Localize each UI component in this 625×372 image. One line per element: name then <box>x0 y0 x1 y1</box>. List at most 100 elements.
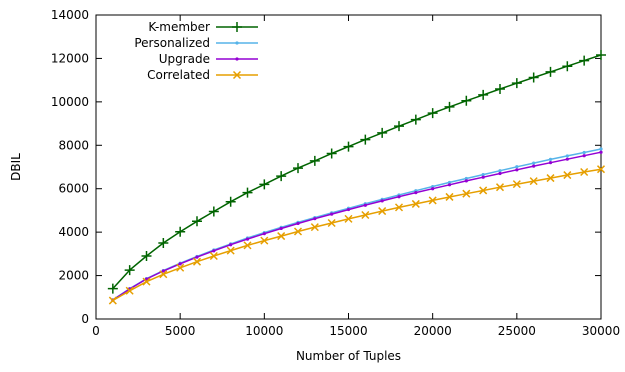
data-point <box>464 179 468 183</box>
x-tick-label: 15000 <box>329 324 367 338</box>
data-point <box>346 207 351 212</box>
y-tick-label: 12000 <box>51 51 89 65</box>
data-point <box>378 207 387 216</box>
x-tick-label: 10000 <box>245 324 283 338</box>
series-k-member <box>107 49 606 294</box>
data-point <box>563 171 572 180</box>
data-point <box>326 148 337 159</box>
legend-label: Correlated <box>147 68 210 82</box>
legend: K-member Personalized Upgrade Correlated <box>134 20 258 82</box>
data-point <box>596 165 606 174</box>
data-point <box>141 251 152 262</box>
data-point <box>410 114 421 125</box>
data-point <box>344 214 353 223</box>
data-point <box>445 192 454 201</box>
legend-marker <box>232 22 242 32</box>
data-point <box>582 154 586 158</box>
x-tick-label: 25000 <box>498 324 536 338</box>
x-tick-label: 20000 <box>414 324 452 338</box>
data-point <box>178 262 182 266</box>
legend-marker <box>232 70 242 80</box>
data-point <box>397 195 401 199</box>
data-point <box>161 269 165 273</box>
data-point <box>495 84 505 95</box>
data-point <box>245 237 250 241</box>
data-point <box>546 174 555 183</box>
data-point <box>176 263 185 272</box>
data-point <box>262 232 266 236</box>
data-point <box>209 251 218 261</box>
legend-label: K-member <box>148 20 210 34</box>
y-axis-title: DBIL <box>9 153 23 181</box>
data-point <box>444 101 455 112</box>
data-point <box>363 203 367 207</box>
data-point <box>515 165 519 169</box>
data-point <box>124 265 135 276</box>
data-point <box>175 226 186 237</box>
data-point <box>565 154 569 158</box>
data-point <box>461 95 472 106</box>
data-point <box>532 161 536 165</box>
data-point <box>414 191 418 195</box>
data-point <box>565 157 569 161</box>
y-tick-label: 4000 <box>58 225 89 239</box>
data-point <box>208 206 219 217</box>
data-point <box>580 167 589 177</box>
data-point <box>195 255 199 259</box>
data-point <box>159 270 168 279</box>
y-tick-label: 2000 <box>58 269 89 283</box>
x-axis-title: Number of Tuples <box>296 349 401 363</box>
data-point <box>495 183 505 192</box>
data-point <box>428 196 437 205</box>
data-point <box>447 183 452 187</box>
data-point <box>462 189 471 198</box>
data-point <box>512 180 521 189</box>
data-point <box>599 147 603 151</box>
data-point <box>479 186 488 195</box>
series-line <box>112 54 602 290</box>
x-tick-label: 0 <box>92 324 100 338</box>
data-point <box>310 223 319 232</box>
data-point <box>313 217 317 221</box>
data-point <box>481 175 485 179</box>
data-point <box>529 177 538 186</box>
x-tick-label: 30000 <box>582 324 620 338</box>
series-layer <box>107 49 606 305</box>
data-point <box>515 168 519 172</box>
data-point <box>192 216 202 227</box>
data-point <box>377 127 388 138</box>
data-point <box>343 141 354 152</box>
data-point <box>511 78 522 89</box>
data-point <box>380 199 384 203</box>
data-point <box>293 227 303 236</box>
data-point <box>427 108 438 119</box>
series-personalized <box>111 147 603 302</box>
data-point <box>279 226 283 231</box>
x-tick-label: 5000 <box>165 324 196 338</box>
data-point <box>579 55 590 66</box>
axis-ticks: 0 5000 10000 15000 20000 25000 30000 0 2000 4000 6… <box>51 8 620 338</box>
data-point <box>108 296 117 305</box>
data-point <box>330 212 334 216</box>
data-point <box>360 134 371 145</box>
data-point <box>528 72 539 83</box>
y-tick-label: 6000 <box>58 182 89 196</box>
data-point <box>293 163 303 174</box>
data-point <box>411 199 420 208</box>
data-point <box>464 176 468 181</box>
series-upgrade <box>111 150 603 302</box>
y-tick-label: 0 <box>81 312 89 326</box>
data-point <box>498 171 502 176</box>
series-line <box>112 148 602 301</box>
data-point <box>478 89 489 100</box>
data-point <box>225 196 236 207</box>
data-point <box>447 180 452 185</box>
data-point <box>596 49 606 60</box>
data-point <box>142 277 151 286</box>
data-point <box>125 286 134 295</box>
data-point <box>361 210 370 220</box>
y-tick-label: 10000 <box>51 95 89 109</box>
y-tick-label: 8000 <box>58 138 89 152</box>
data-point <box>277 232 286 241</box>
data-point <box>431 187 435 191</box>
